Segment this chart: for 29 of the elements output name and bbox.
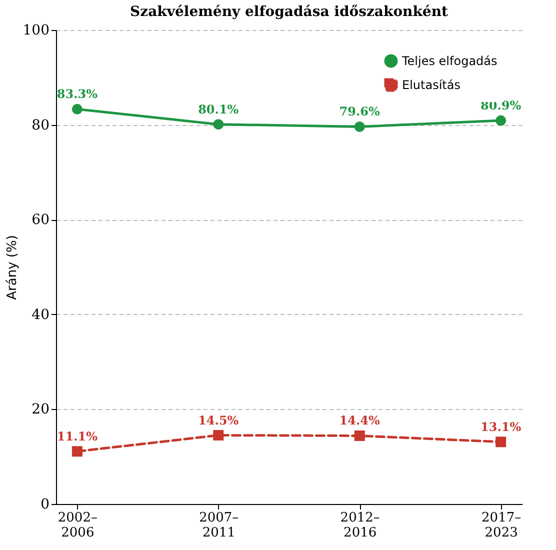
y-tick-label: 80 xyxy=(32,117,50,134)
x-tick-label: 2002–2006 xyxy=(58,510,98,540)
point xyxy=(72,104,82,114)
legend-label: Elutasítás xyxy=(402,78,460,92)
chart-title: Szakvélemény elfogadása időszakonként xyxy=(130,4,449,20)
x-tick-label: 2007–2011 xyxy=(199,510,239,540)
point xyxy=(213,430,224,441)
point xyxy=(72,446,82,457)
x-tick-label: 2012–2016 xyxy=(340,510,380,540)
y-tick-label: 20 xyxy=(32,402,50,418)
y-tick-label: 0 xyxy=(40,496,50,512)
point xyxy=(354,121,365,132)
point xyxy=(496,436,506,448)
x-tick-label: 2017–2023 xyxy=(482,510,522,540)
y-axis-title: Arány (%) xyxy=(4,235,20,300)
point xyxy=(496,115,506,126)
y-tick-label: 40 xyxy=(32,306,50,323)
y-tick-label: 100 xyxy=(22,22,50,38)
legend-label: Teljes elfogadás xyxy=(401,54,498,68)
point xyxy=(213,119,224,130)
data-label: 79.6% xyxy=(339,104,381,119)
point xyxy=(354,430,365,441)
data-label: 80.1% xyxy=(198,102,240,116)
data-label: 83.3% xyxy=(56,87,98,102)
y-tick-label: 60 xyxy=(32,212,50,228)
data-label: 14.5% xyxy=(198,413,240,428)
data-label: 13.1% xyxy=(480,420,522,434)
data-label: 14.4% xyxy=(339,414,381,428)
data-label: 11.1% xyxy=(56,429,98,444)
